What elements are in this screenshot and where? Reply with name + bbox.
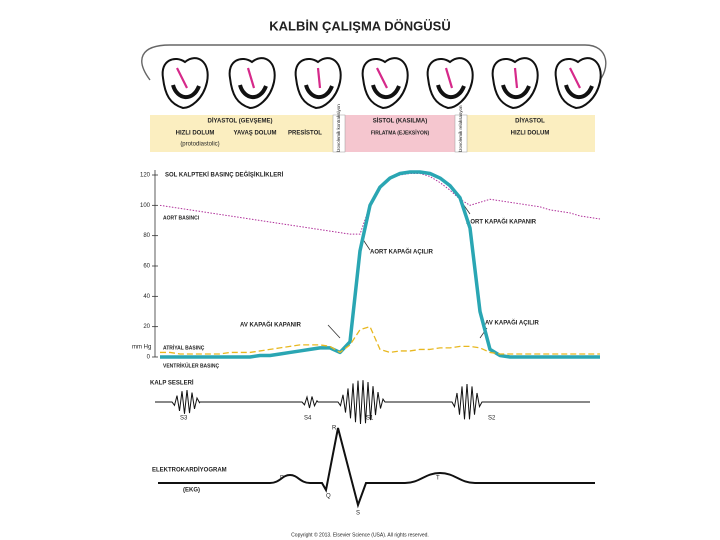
heart-inner [238, 84, 268, 100]
ecg-label: R [332, 426, 337, 432]
section-title: ELEKTROKARDİYOGRAM [152, 467, 227, 474]
phase-label: DİYASTOL (GEVŞEME) [208, 118, 273, 125]
y-tick-label: 60 [143, 264, 150, 270]
phase-label: İzovolemik relaksasyon [457, 105, 463, 152]
phase-label: HIZLI DOLUM [176, 131, 215, 137]
y-tick-label: 120 [140, 173, 151, 179]
heart-inner [171, 84, 201, 100]
phase-label: FIRLATMA (EJEKSİYON) [371, 129, 430, 136]
section-subtitle: (EKG) [183, 488, 200, 494]
phase-label: PRESİSTOL [288, 130, 322, 137]
annotation: AV KAPAĞI KAPANIR [240, 321, 302, 329]
annotation: AORT KAPAĞI AÇILIR [370, 248, 434, 256]
copyright: Copyright © 2013. Elsevier Science (USA)… [291, 531, 429, 538]
series-label: ATRİYAL BASINÇ [163, 344, 205, 351]
pressure-line [160, 326, 600, 355]
flow-arrow [513, 67, 519, 89]
systole-band [345, 115, 455, 152]
ecg-label: T [436, 476, 440, 482]
pressure-line [160, 170, 600, 359]
y-tick-label: 20 [143, 324, 150, 330]
phase-label: YAVAŞ DOLUM [234, 131, 277, 137]
ecg-trace [158, 427, 595, 509]
phase-label: İzovolemik kontraksiyon [335, 104, 341, 152]
heart-inner [436, 84, 466, 100]
heart-inner [304, 84, 334, 100]
y-axis-label: mm Hg [132, 345, 151, 351]
heart-outline [294, 57, 342, 110]
flow-arrow [246, 67, 256, 89]
y-tick-label: 0 [147, 355, 151, 361]
series-label: VENTRİKÜLER BASINÇ [163, 362, 220, 369]
ecg-label: Q [326, 494, 331, 500]
heart-sound-trace [155, 380, 590, 424]
heart-outline [491, 57, 539, 110]
flow-arrow [316, 67, 322, 89]
y-tick-label: 100 [140, 203, 151, 209]
annotation-arrow [327, 324, 341, 339]
ecg-label: S [356, 511, 360, 517]
chart-title: SOL KALPTEKİ BASINÇ DEĞİŞİKLİKLERİ [165, 171, 284, 179]
y-tick-label: 80 [143, 233, 150, 239]
sound-label: S2 [488, 416, 496, 422]
flow-arrow [444, 67, 454, 89]
phase-label: DİYASTOL [515, 118, 545, 125]
isovolumic-band [454, 114, 468, 153]
heart-icons [161, 57, 602, 110]
phase-label: HIZLI DOLUM [511, 131, 550, 137]
flow-arrow [569, 67, 581, 89]
heart-inner [371, 84, 401, 100]
annotation: AV KAPAĞI AÇILIR [485, 319, 540, 327]
cycle-arrow [141, 44, 607, 83]
isovolumic-band [332, 114, 346, 153]
phase-label: SİSTOL (KASILMA) [373, 118, 427, 125]
page-title: KALBİN ÇALIŞMA DÖNGÜSÜ [269, 18, 451, 33]
flow-arrow [176, 67, 188, 89]
flow-arrow [376, 67, 388, 89]
phase-label: (protodiastolic) [180, 142, 219, 148]
sound-label: S3 [180, 416, 188, 422]
series-label: AORT BASINCI [163, 215, 200, 221]
y-tick-label: 40 [143, 294, 150, 300]
annotation: AORT KAPAĞI KAPANIR [466, 218, 537, 226]
section-title: KALP SESLERİ [150, 380, 194, 387]
sound-label: S4 [304, 416, 312, 422]
heart-inner [564, 84, 594, 100]
heart-inner [501, 84, 531, 100]
